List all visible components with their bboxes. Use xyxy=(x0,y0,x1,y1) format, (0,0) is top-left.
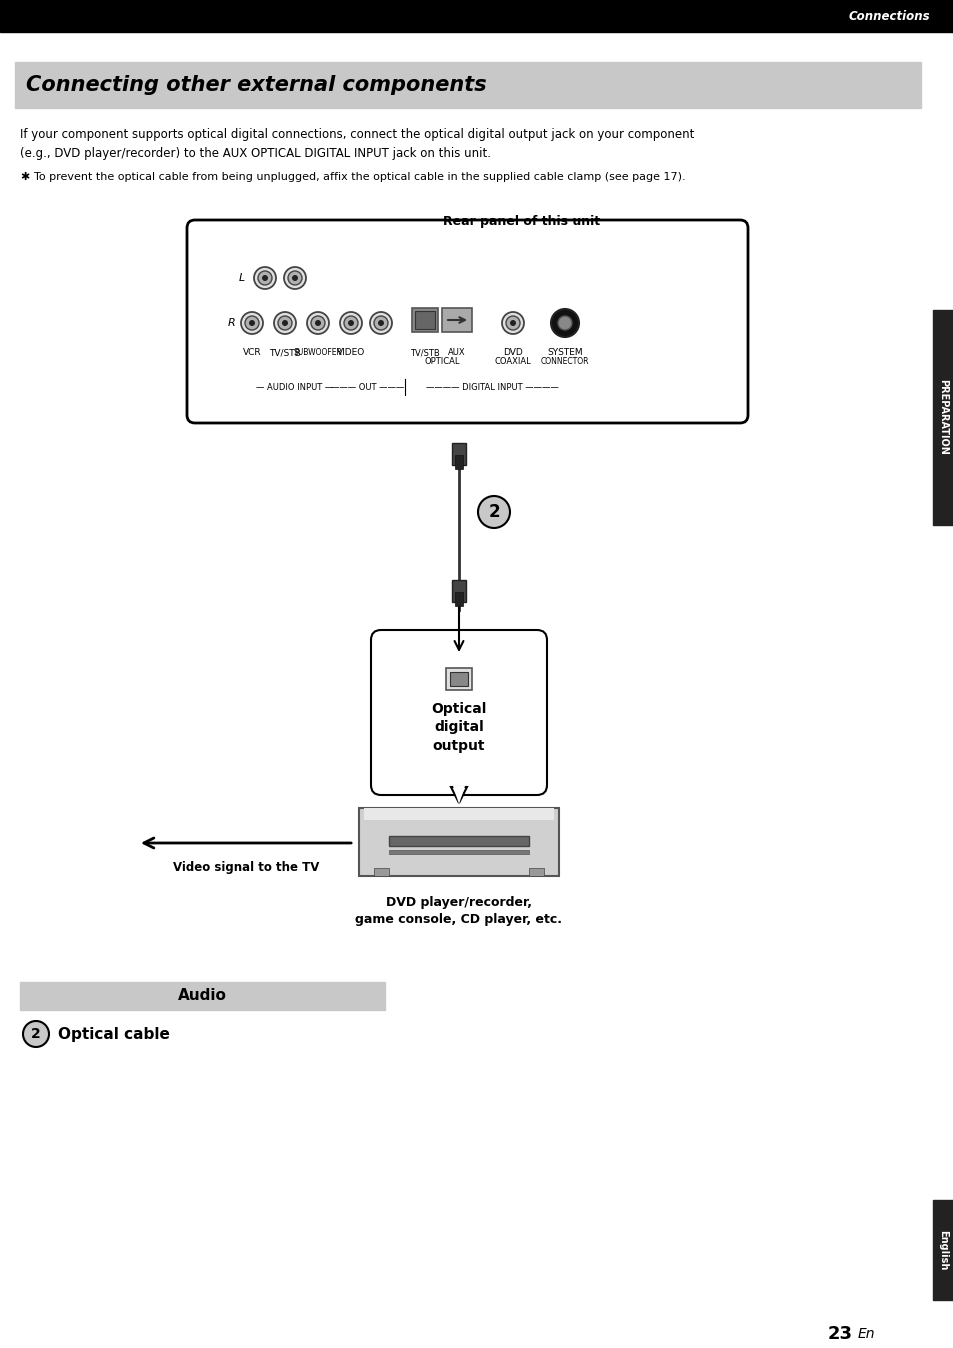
Text: Optical
digital
output: Optical digital output xyxy=(431,702,486,752)
Circle shape xyxy=(249,319,254,326)
Text: VCR: VCR xyxy=(242,348,261,357)
Text: DVD player/recorder,
game console, CD player, etc.: DVD player/recorder, game console, CD pl… xyxy=(355,896,562,926)
Text: — AUDIO INPUT —: — AUDIO INPUT — xyxy=(256,383,334,392)
Circle shape xyxy=(274,311,295,334)
Text: OPTICAL: OPTICAL xyxy=(424,357,459,367)
Text: AUX: AUX xyxy=(448,348,465,357)
Circle shape xyxy=(277,315,292,330)
Text: 2: 2 xyxy=(31,1027,41,1041)
Bar xyxy=(441,307,472,332)
Bar xyxy=(455,592,462,607)
Circle shape xyxy=(292,275,297,280)
Text: Rear panel of this unit: Rear panel of this unit xyxy=(442,214,599,228)
Circle shape xyxy=(245,315,258,330)
Text: TV/STB: TV/STB xyxy=(410,348,439,357)
Bar xyxy=(450,673,468,686)
Bar xyxy=(452,580,465,603)
Circle shape xyxy=(311,315,325,330)
Text: English: English xyxy=(938,1229,947,1270)
Text: 23: 23 xyxy=(827,1325,852,1343)
Text: 2: 2 xyxy=(488,503,499,520)
Circle shape xyxy=(23,1020,49,1047)
Circle shape xyxy=(510,319,516,326)
Circle shape xyxy=(262,275,268,280)
Text: En: En xyxy=(857,1326,875,1341)
Text: R: R xyxy=(228,318,235,328)
Text: COAXIAL: COAXIAL xyxy=(494,357,531,367)
Circle shape xyxy=(314,319,320,326)
Text: L: L xyxy=(238,274,245,283)
Text: Optical cable: Optical cable xyxy=(58,1026,170,1042)
Text: SUBWOOFER: SUBWOOFER xyxy=(294,348,342,357)
Circle shape xyxy=(558,315,572,330)
Circle shape xyxy=(339,311,361,334)
FancyBboxPatch shape xyxy=(371,630,546,795)
Bar xyxy=(0,0,953,32)
Bar xyxy=(415,311,435,329)
Text: DVD: DVD xyxy=(502,348,522,357)
Text: PREPARATION: PREPARATION xyxy=(938,379,947,454)
Circle shape xyxy=(253,267,275,288)
Bar xyxy=(389,836,529,847)
Text: ✱: ✱ xyxy=(20,173,30,182)
Bar xyxy=(446,669,472,690)
Bar xyxy=(374,868,389,876)
Bar xyxy=(412,307,437,332)
Circle shape xyxy=(551,309,578,337)
Circle shape xyxy=(241,311,263,334)
Circle shape xyxy=(288,271,302,284)
Bar xyxy=(389,851,529,855)
Text: SYSTEM: SYSTEM xyxy=(547,348,582,357)
Text: ———— DIGITAL INPUT ————: ———— DIGITAL INPUT ———— xyxy=(425,383,558,392)
Text: ——— OUT ———: ——— OUT ——— xyxy=(331,383,404,392)
Bar xyxy=(15,62,920,108)
Text: If your component supports optical digital connections, connect the optical digi: If your component supports optical digit… xyxy=(20,128,694,142)
Circle shape xyxy=(477,496,510,528)
Circle shape xyxy=(282,319,288,326)
Bar xyxy=(455,456,462,469)
Bar xyxy=(364,807,554,820)
Circle shape xyxy=(377,319,384,326)
Circle shape xyxy=(501,311,523,334)
Bar xyxy=(452,443,465,465)
Text: Connecting other external components: Connecting other external components xyxy=(26,75,486,94)
FancyBboxPatch shape xyxy=(187,220,747,423)
Bar xyxy=(20,981,385,1010)
Circle shape xyxy=(370,311,392,334)
Circle shape xyxy=(348,319,354,326)
Circle shape xyxy=(505,315,519,330)
Bar xyxy=(932,310,953,524)
Text: Connections: Connections xyxy=(847,9,929,23)
Circle shape xyxy=(344,315,357,330)
Text: Video signal to the TV: Video signal to the TV xyxy=(172,861,319,874)
Circle shape xyxy=(284,267,306,288)
Text: TV/STB: TV/STB xyxy=(269,348,300,357)
Text: (e.g., DVD player/recorder) to the AUX OPTICAL DIGITAL INPUT jack on this unit.: (e.g., DVD player/recorder) to the AUX O… xyxy=(20,147,491,160)
FancyBboxPatch shape xyxy=(358,807,558,876)
Text: Audio: Audio xyxy=(177,988,226,1003)
Polygon shape xyxy=(453,786,464,803)
Circle shape xyxy=(374,315,388,330)
Polygon shape xyxy=(451,787,467,803)
Circle shape xyxy=(257,271,272,284)
Bar xyxy=(932,1200,953,1299)
Text: VIDEO: VIDEO xyxy=(336,348,365,357)
Text: To prevent the optical cable from being unplugged, affix the optical cable in th: To prevent the optical cable from being … xyxy=(34,173,685,182)
Bar xyxy=(529,868,543,876)
Text: CONNECTOR: CONNECTOR xyxy=(540,357,589,367)
Circle shape xyxy=(307,311,329,334)
